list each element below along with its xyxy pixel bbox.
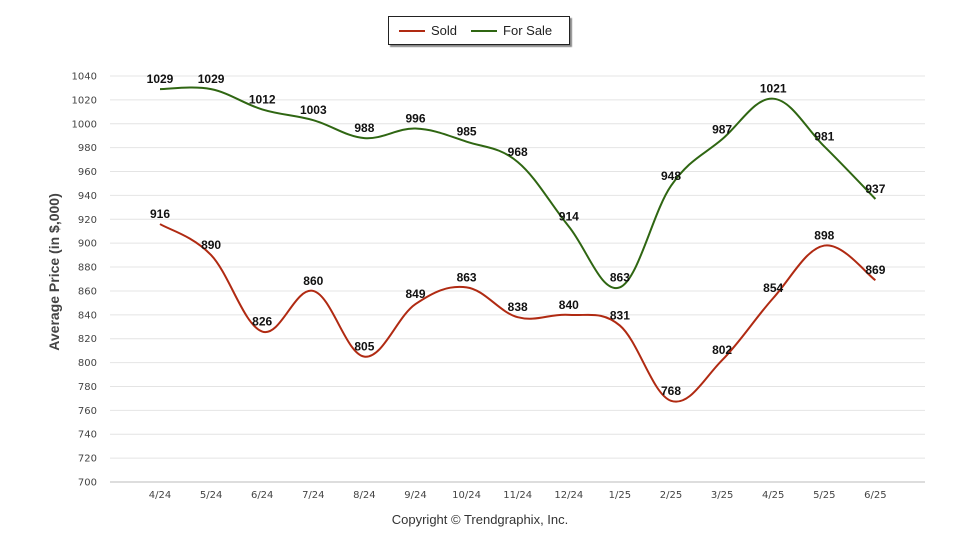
data-label-sold: 768 [661, 384, 681, 398]
legend-item-for-sale[interactable]: For Sale [471, 23, 552, 38]
data-label-for-sale: 1029 [198, 72, 225, 86]
y-tick-label: 740 [78, 430, 97, 441]
x-tick-label: 6/24 [251, 490, 273, 501]
x-tick-label: 2/25 [660, 490, 682, 501]
x-tick-label: 10/24 [452, 490, 481, 501]
data-label-sold: 831 [610, 309, 630, 323]
x-tick-label: 11/24 [503, 490, 532, 501]
x-tick-label: 7/24 [302, 490, 324, 501]
y-tick-label: 940 [78, 191, 97, 202]
data-label-for-sale: 985 [457, 125, 477, 139]
y-tick-label: 820 [78, 334, 97, 345]
data-label-sold: 805 [354, 340, 374, 354]
copyright-text: Copyright © Trendgraphix, Inc. [391, 512, 569, 527]
x-tick-label: 4/24 [149, 490, 171, 501]
y-tick-label: 880 [78, 263, 97, 274]
y-tick-label: 960 [78, 167, 97, 178]
data-label-sold: 869 [865, 263, 885, 277]
x-tick-label: 8/24 [353, 490, 375, 501]
data-label-sold: 849 [405, 287, 425, 301]
legend-label-for-sale: For Sale [503, 23, 553, 38]
x-tick-label: 12/24 [554, 490, 583, 501]
x-tick-label: 4/25 [762, 490, 784, 501]
data-label-sold: 916 [150, 207, 170, 221]
data-label-sold: 898 [814, 229, 834, 243]
x-axis-ticks: 4/24 5/24 6/24 7/24 8/24 9/24 10/24 11/24 12/24 1… [149, 490, 887, 501]
data-label-sold: 863 [457, 270, 477, 284]
data-label-sold: 854 [763, 281, 783, 295]
data-label-for-sale: 1021 [760, 82, 787, 96]
y-tick-label: 720 [78, 454, 97, 465]
data-label-sold: 802 [712, 343, 732, 357]
data-label-for-sale: 968 [508, 145, 528, 159]
x-tick-label: 3/25 [711, 490, 733, 501]
y-tick-label: 800 [78, 358, 97, 369]
legend: Sold For Sale [388, 16, 570, 45]
data-label-for-sale: 1003 [300, 103, 327, 117]
data-label-for-sale: 996 [405, 112, 425, 126]
x-tick-label: 9/24 [404, 490, 426, 501]
series-line-for-sale [159, 86, 877, 290]
data-label-sold: 840 [559, 298, 579, 312]
y-tick-label: 860 [78, 286, 97, 297]
x-tick-label: 6/25 [864, 490, 886, 501]
x-tick-label: 5/24 [200, 490, 222, 501]
data-label-for-sale: 948 [661, 169, 681, 183]
data-label-for-sale: 937 [865, 182, 885, 196]
data-label-for-sale: 988 [354, 121, 374, 135]
legend-item-sold[interactable]: Sold [399, 23, 457, 38]
y-tick-label: 700 [78, 478, 97, 489]
data-label-for-sale: 1029 [147, 72, 174, 86]
data-label-sold: 826 [252, 315, 272, 329]
legend-swatch-for-sale [471, 29, 498, 32]
data-label-sold: 860 [303, 274, 323, 288]
data-label-for-sale: 987 [712, 122, 732, 136]
y-tick-label: 760 [78, 406, 97, 417]
series-line-sold [159, 223, 877, 403]
y-tick-label: 840 [78, 310, 97, 321]
y-tick-label: 1020 [72, 95, 97, 106]
data-label-sold: 838 [508, 300, 528, 314]
y-tick-label: 1000 [72, 119, 97, 130]
legend-label-sold: Sold [431, 23, 458, 38]
data-label-sold: 890 [201, 238, 221, 252]
data-label-for-sale: 914 [559, 209, 579, 223]
series-lines [159, 86, 877, 403]
data-label-for-sale: 981 [814, 129, 834, 143]
legend-swatch-sold [399, 29, 425, 32]
y-tick-label: 900 [78, 239, 97, 250]
y-tick-label: 920 [78, 215, 97, 226]
data-label-for-sale: 1012 [249, 92, 276, 106]
grid-lines [110, 75, 925, 483]
y-tick-label: 780 [78, 382, 97, 393]
y-tick-label: 1040 [72, 72, 97, 83]
y-axis-ticks: 700 720 740 760 780 800 820 840 860 880 900 920 940 9… [72, 72, 97, 489]
data-label-for-sale: 863 [610, 270, 630, 284]
y-axis-label: Average Price (in $,000) [46, 193, 62, 350]
y-tick-label: 980 [78, 143, 97, 154]
x-tick-label: 1/25 [609, 490, 631, 501]
x-tick-label: 5/25 [813, 490, 835, 501]
data-labels: 916 890 826 860 805 849 863 838 840 831 768 802 854 8… [147, 72, 886, 398]
